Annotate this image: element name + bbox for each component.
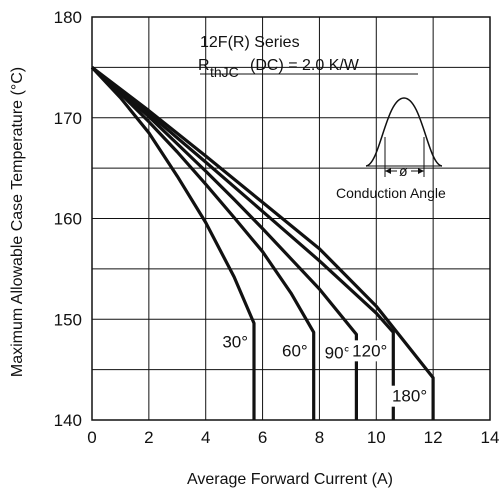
- series-title: 12F(R) Series: [200, 34, 300, 51]
- x-tick-label: 12: [424, 428, 443, 447]
- half-sine-waveform: [365, 97, 443, 167]
- arrow-right: [418, 168, 424, 174]
- curves: [90, 66, 435, 420]
- y-tick-label: 140: [54, 411, 82, 430]
- series-line: [90, 66, 316, 420]
- series-line: [90, 66, 395, 420]
- x-tick-label: 10: [367, 428, 386, 447]
- series-line: [90, 66, 358, 420]
- series-labels: 30° 60° 90° 120° 180°: [218, 331, 431, 407]
- series-label-bg: [218, 331, 252, 353]
- x-axis-label: Average Forward Current (A): [187, 471, 393, 488]
- series-label: 60°: [282, 341, 308, 360]
- conduction-angle-inset: ø Conduction Angle: [336, 97, 446, 201]
- y-tick-label: 160: [54, 210, 82, 229]
- series-line: [90, 66, 256, 420]
- x-tick-label: 2: [144, 428, 153, 447]
- y-tick-label: 150: [54, 310, 82, 329]
- y-axis-label: Maximum Allowable Case Temperature (°C): [9, 67, 26, 377]
- rth-symbol: R: [198, 57, 210, 74]
- series-label: 30°: [222, 332, 248, 351]
- series-label-bg: [277, 340, 311, 362]
- series-label-bg: [320, 342, 354, 364]
- series-label-bg: [348, 340, 391, 362]
- rth-value: (DC) = 2.0 K/W: [250, 57, 360, 74]
- plot-frame: [91, 16, 491, 421]
- phi-symbol: ø: [399, 163, 408, 179]
- x-tick-label: 14: [481, 428, 500, 447]
- conduction-angle-label: Conduction Angle: [336, 185, 446, 201]
- arrow-left: [385, 168, 391, 174]
- y-tick-label: 180: [54, 8, 82, 27]
- x-tick-label: 0: [87, 428, 96, 447]
- y-tick-label: 170: [54, 109, 82, 128]
- rth-subscript: thJC: [210, 64, 239, 80]
- series-label: 90°: [325, 343, 351, 362]
- series-label: 120°: [352, 341, 387, 360]
- tick-labels: 0 2 4 6 8 10 12 14 140 150 160 170 180: [54, 8, 500, 447]
- x-tick-label: 4: [201, 428, 210, 447]
- x-tick-label: 8: [315, 428, 324, 447]
- series-line: [91, 66, 435, 420]
- series-label: 180°: [392, 387, 427, 406]
- series-label-bg: [388, 385, 431, 407]
- x-tick-label: 6: [258, 428, 267, 447]
